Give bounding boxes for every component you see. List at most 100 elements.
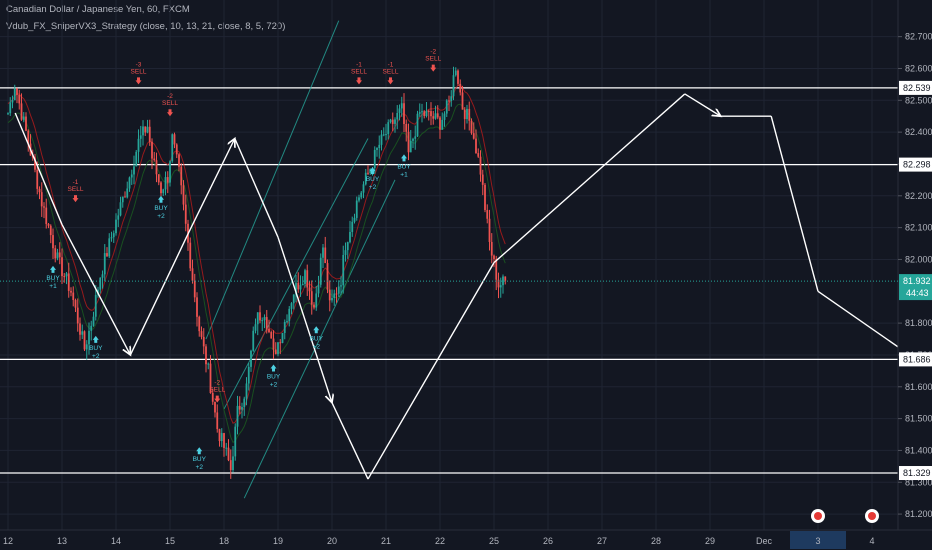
buy-label: BUY [310, 335, 324, 342]
candle-body [184, 204, 187, 224]
buy-arrow-icon [270, 364, 277, 372]
horizontal-levels[interactable] [0, 87, 898, 474]
candle [144, 126, 147, 136]
candle [472, 122, 475, 140]
trend-segment[interactable] [187, 139, 235, 235]
buy-signal: BUY+2 [267, 364, 281, 388]
candle [216, 404, 219, 433]
candle [54, 245, 57, 263]
candle-body [61, 257, 63, 277]
candle [196, 292, 198, 327]
candle-body [88, 330, 90, 345]
candle-body [108, 238, 111, 257]
candle [380, 130, 383, 151]
trend-channel[interactable] [205, 20, 396, 499]
trend-segment[interactable] [61, 224, 130, 355]
candle-body [18, 94, 21, 104]
level-price-tag[interactable] [899, 352, 932, 367]
candle-body [211, 393, 214, 402]
candle-body [34, 157, 36, 170]
event-marker-icon[interactable] [865, 509, 879, 523]
current-price-label: 81.932 [903, 276, 931, 286]
highlighted-date[interactable] [790, 531, 846, 549]
candle-body [346, 242, 349, 251]
candle-body [412, 138, 414, 141]
candle [34, 153, 36, 173]
trend-segment[interactable] [493, 160, 610, 264]
study-legend[interactable]: Vdub_FX_SniperVX3_Strategy (close, 10, 1… [6, 21, 286, 32]
candle [427, 109, 430, 121]
channel-line[interactable] [223, 138, 369, 410]
channel-line[interactable] [243, 179, 396, 499]
trend-segment[interactable] [331, 402, 369, 480]
candle [189, 237, 192, 272]
candle [157, 174, 160, 186]
candle-body [261, 320, 264, 322]
candle-body [360, 192, 363, 198]
candle-body [99, 277, 102, 290]
candle [308, 281, 311, 300]
candle-body [270, 332, 273, 339]
trend-segment[interactable] [277, 236, 332, 403]
candle-body [47, 223, 50, 226]
candle [207, 362, 210, 370]
trend-segment[interactable] [608, 93, 686, 162]
level-price-tag[interactable] [899, 157, 932, 172]
trend-segment[interactable] [684, 93, 721, 116]
buy-label: BUY [397, 163, 411, 170]
trend-segment[interactable] [367, 262, 495, 480]
trend-segment[interactable] [129, 233, 189, 356]
candle [477, 148, 480, 158]
time-tick-label: 29 [705, 536, 715, 546]
candle [337, 280, 340, 297]
candle-body [106, 253, 108, 257]
candle [227, 439, 230, 462]
candle [151, 138, 153, 170]
price-tick-label: 82.700 [905, 32, 932, 42]
price-tick-label: 82.500 [905, 95, 932, 105]
candle [101, 270, 104, 289]
candle [493, 254, 495, 268]
candle-body [241, 407, 243, 410]
candle-body [434, 113, 437, 119]
candle-body [396, 112, 399, 120]
candle [360, 191, 363, 200]
candle [16, 87, 18, 104]
buy-gain: +2 [313, 343, 321, 350]
trend-segment[interactable] [234, 138, 279, 238]
candle [45, 198, 48, 229]
candle [63, 273, 66, 283]
level-price-tag[interactable] [899, 466, 932, 481]
trend-segment[interactable] [770, 116, 819, 292]
candle [461, 85, 464, 110]
candle [65, 271, 68, 285]
time-axis[interactable]: 12 13 14 15 18 19 20 21 22 25 26 27 28 29 Dec 3 4 [0, 509, 932, 550]
candle [324, 236, 327, 264]
candle-body [358, 197, 360, 201]
candle-body [351, 221, 354, 232]
channel-line[interactable] [205, 20, 340, 340]
candle [70, 287, 72, 297]
sell-gain: -1 [388, 61, 394, 68]
current-price-tag[interactable] [899, 274, 932, 301]
candle-body [493, 255, 495, 259]
candle [11, 95, 14, 109]
price-axis[interactable]: 82.70082.60082.50082.40082.30082.20082.1… [0, 0, 932, 530]
candle [56, 248, 59, 261]
trend-path[interactable] [14, 93, 919, 480]
candle-body [16, 88, 18, 95]
candle-body [378, 144, 381, 149]
candle-body [481, 174, 484, 185]
level-price-tag[interactable] [899, 80, 932, 95]
event-marker-icon[interactable] [811, 509, 825, 523]
candle [405, 119, 408, 142]
candle [403, 93, 405, 133]
candle-body [54, 248, 57, 259]
trend-segment[interactable] [14, 112, 63, 225]
candle [470, 118, 473, 135]
candle-body [423, 111, 426, 117]
